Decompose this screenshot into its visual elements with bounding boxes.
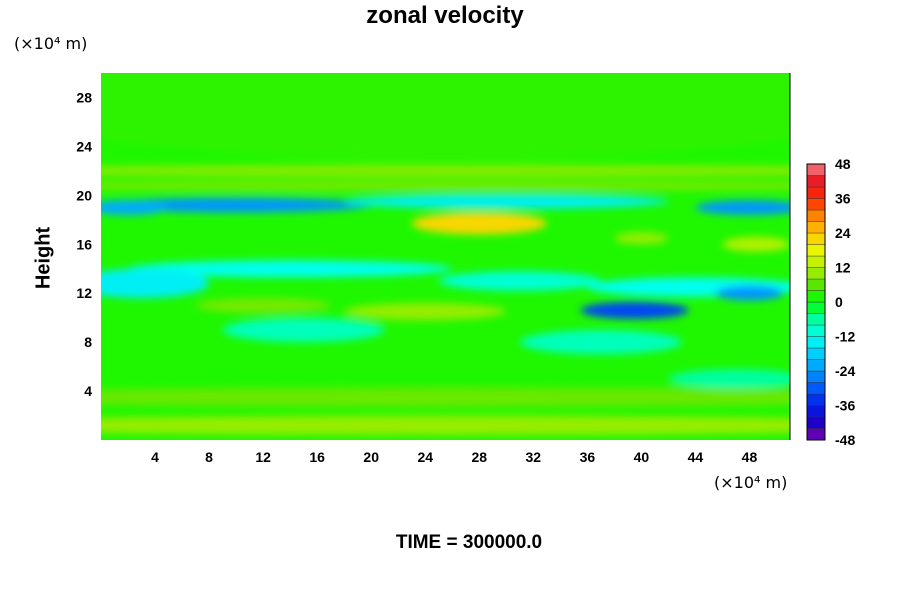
colorbar-segment	[806, 393, 826, 406]
field-feature	[222, 317, 385, 343]
colorbar-frame	[806, 163, 826, 441]
x-tick-label: 32	[526, 449, 542, 465]
colorbar-tick-label: 0	[835, 294, 843, 310]
colorbar-tick-label: 12	[835, 260, 851, 276]
y-tick-label: 16	[76, 236, 92, 252]
field-feature	[722, 236, 790, 252]
colorbar-segment	[806, 416, 826, 429]
x-tick-label: 12	[255, 449, 271, 465]
field-feature	[101, 415, 790, 436]
field-feature	[195, 298, 331, 313]
y-tick-label: 12	[76, 285, 92, 301]
field-feature	[715, 285, 784, 301]
colorbar-tick-label: 24	[835, 225, 851, 241]
y-tick-label: 24	[76, 138, 92, 154]
colorbar-tick-label: -24	[835, 363, 855, 379]
colorbar-segment	[806, 359, 826, 372]
field-feature	[101, 387, 790, 407]
colorbar-segment	[806, 255, 826, 268]
field-feature	[695, 200, 790, 215]
colorbar-segment	[806, 336, 826, 349]
colorbar: 48 36 24 12 0 -12 -24 -36 -48	[806, 156, 855, 448]
colorbar-segment	[806, 290, 826, 303]
x-tick-label: 4	[151, 449, 159, 465]
field-feature	[438, 271, 601, 291]
colorbar-segment	[806, 428, 826, 441]
field-feature	[411, 212, 547, 235]
x-tick-label: 44	[688, 449, 704, 465]
colorbar-segment	[806, 221, 826, 234]
x-tick-label: 36	[580, 449, 596, 465]
field-feature	[614, 232, 669, 245]
colorbar-segment	[806, 301, 826, 314]
field-feature	[101, 200, 169, 215]
colorbar-tick-label: -12	[835, 329, 855, 345]
colorbar-segment	[806, 186, 826, 199]
colorbar-segment	[806, 209, 826, 222]
field-feature	[668, 369, 790, 389]
x-axis-unit: (×10⁴ m)	[714, 473, 788, 492]
colorbar-tick-label: 48	[835, 156, 851, 172]
colorbar-segment	[806, 175, 826, 188]
colorbar-tick-label: 36	[835, 191, 851, 207]
colorbar-segment	[806, 382, 826, 395]
colorbar-tick-label: -36	[835, 398, 855, 414]
field-feature	[101, 164, 790, 177]
y-tick-label: 8	[84, 334, 92, 350]
colorbar-segment	[806, 347, 826, 360]
field-feature	[580, 301, 689, 319]
colorbar-segment	[806, 198, 826, 211]
x-tick-label: 16	[309, 449, 325, 465]
colorbar-segment	[806, 313, 826, 326]
colorbar-segment	[806, 163, 826, 176]
plot-area	[101, 73, 790, 440]
y-tick-label: 20	[76, 187, 92, 203]
x-tick-label: 40	[634, 449, 650, 465]
field-feature	[128, 260, 453, 278]
field-feature	[101, 268, 210, 299]
colorbar-segment	[806, 370, 826, 383]
x-tick-label: 24	[417, 449, 433, 465]
field-feature	[344, 194, 669, 209]
x-tick-label: 28	[471, 449, 487, 465]
colorbar-segment	[806, 405, 826, 418]
y-tick-label: 28	[76, 89, 92, 105]
colorbar-segment	[806, 232, 826, 245]
field-feature	[519, 329, 682, 355]
field-feature	[101, 197, 372, 213]
x-tick-label: 8	[205, 449, 213, 465]
colorbar-segment	[806, 324, 826, 337]
colorbar-segment	[806, 244, 826, 257]
colorbar-segment	[806, 278, 826, 291]
chart-title: zonal velocity	[366, 2, 524, 29]
field-feature	[101, 180, 790, 191]
x-tick-label: 48	[742, 449, 758, 465]
field-feature	[344, 302, 507, 321]
time-footer: TIME = 300000.0	[395, 532, 543, 553]
y-axis-unit: (×10⁴ m)	[14, 34, 88, 53]
x-tick-label: 20	[363, 449, 379, 465]
field-feature	[101, 73, 790, 159]
y-tick-label: 4	[84, 383, 92, 399]
colorbar-tick-label: -48	[835, 432, 855, 448]
colorbar-segment	[806, 267, 826, 280]
